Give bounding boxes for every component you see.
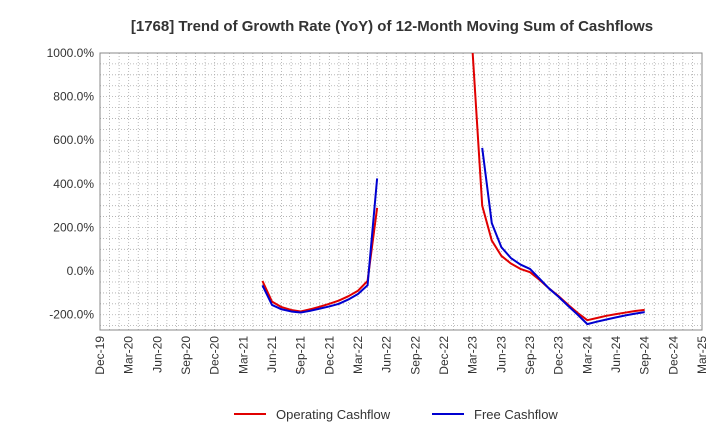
x-tick-label: Dec-19 [93, 336, 107, 375]
x-tick-label: Dec-20 [208, 336, 222, 375]
series-line-free-cashflow [481, 147, 645, 326]
x-tick-label: Dec-21 [322, 336, 336, 375]
x-tick-label: Mar-22 [351, 336, 365, 374]
y-tick-label: 200.0% [53, 220, 94, 234]
chart-title: [1768] Trend of Growth Rate (YoY) of 12-… [131, 18, 653, 35]
x-tick-label: Dec-23 [552, 336, 566, 375]
x-tick-label: Sep-23 [523, 336, 537, 375]
x-axis: Dec-19 Mar-20 Jun-20 Sep-20 Dec-20 Mar-21 Jun-… [93, 336, 709, 375]
y-tick-label: 0.0% [67, 264, 95, 278]
legend: Operating Cashflow Free Cashflow [234, 407, 558, 422]
y-axis: 1000.0% 800.0% 600.0% 400.0% 200.0% 0.0% -200.… [47, 46, 95, 322]
x-tick-label: Sep-21 [294, 336, 308, 375]
x-tick-label: Jun-20 [150, 336, 164, 373]
series-line-free-cashflow [261, 178, 379, 314]
y-tick-label: 1000.0% [47, 46, 95, 60]
y-tick-label: 400.0% [53, 177, 94, 191]
grid [100, 53, 702, 330]
x-tick-label: Dec-22 [437, 336, 451, 375]
y-tick-label: 800.0% [53, 90, 94, 104]
legend-label-operating: Operating Cashflow [276, 407, 391, 422]
x-tick-label: Mar-24 [580, 336, 594, 374]
x-tick-label: Dec-24 [666, 336, 680, 375]
x-tick-label: Jun-22 [380, 336, 394, 373]
plot-border [99, 52, 703, 331]
series-group [261, 53, 645, 326]
series-line-operating-cashflow [261, 207, 379, 313]
x-tick-label: Mar-20 [122, 336, 136, 374]
x-tick-label: Sep-22 [408, 336, 422, 375]
x-tick-label: Jun-21 [265, 336, 279, 373]
x-tick-label: Mar-23 [466, 336, 480, 374]
x-tick-label: Sep-20 [179, 336, 193, 375]
x-tick-label: Jun-23 [494, 336, 508, 373]
x-tick-label: Jun-24 [609, 336, 623, 373]
x-tick-label: Mar-25 [695, 336, 709, 374]
x-tick-label: Mar-21 [236, 336, 250, 374]
plot-area [100, 53, 702, 330]
legend-label-free: Free Cashflow [474, 407, 558, 422]
y-tick-label: -200.0% [49, 308, 94, 322]
y-tick-label: 600.0% [53, 133, 94, 147]
x-tick-label: Sep-24 [638, 336, 652, 375]
